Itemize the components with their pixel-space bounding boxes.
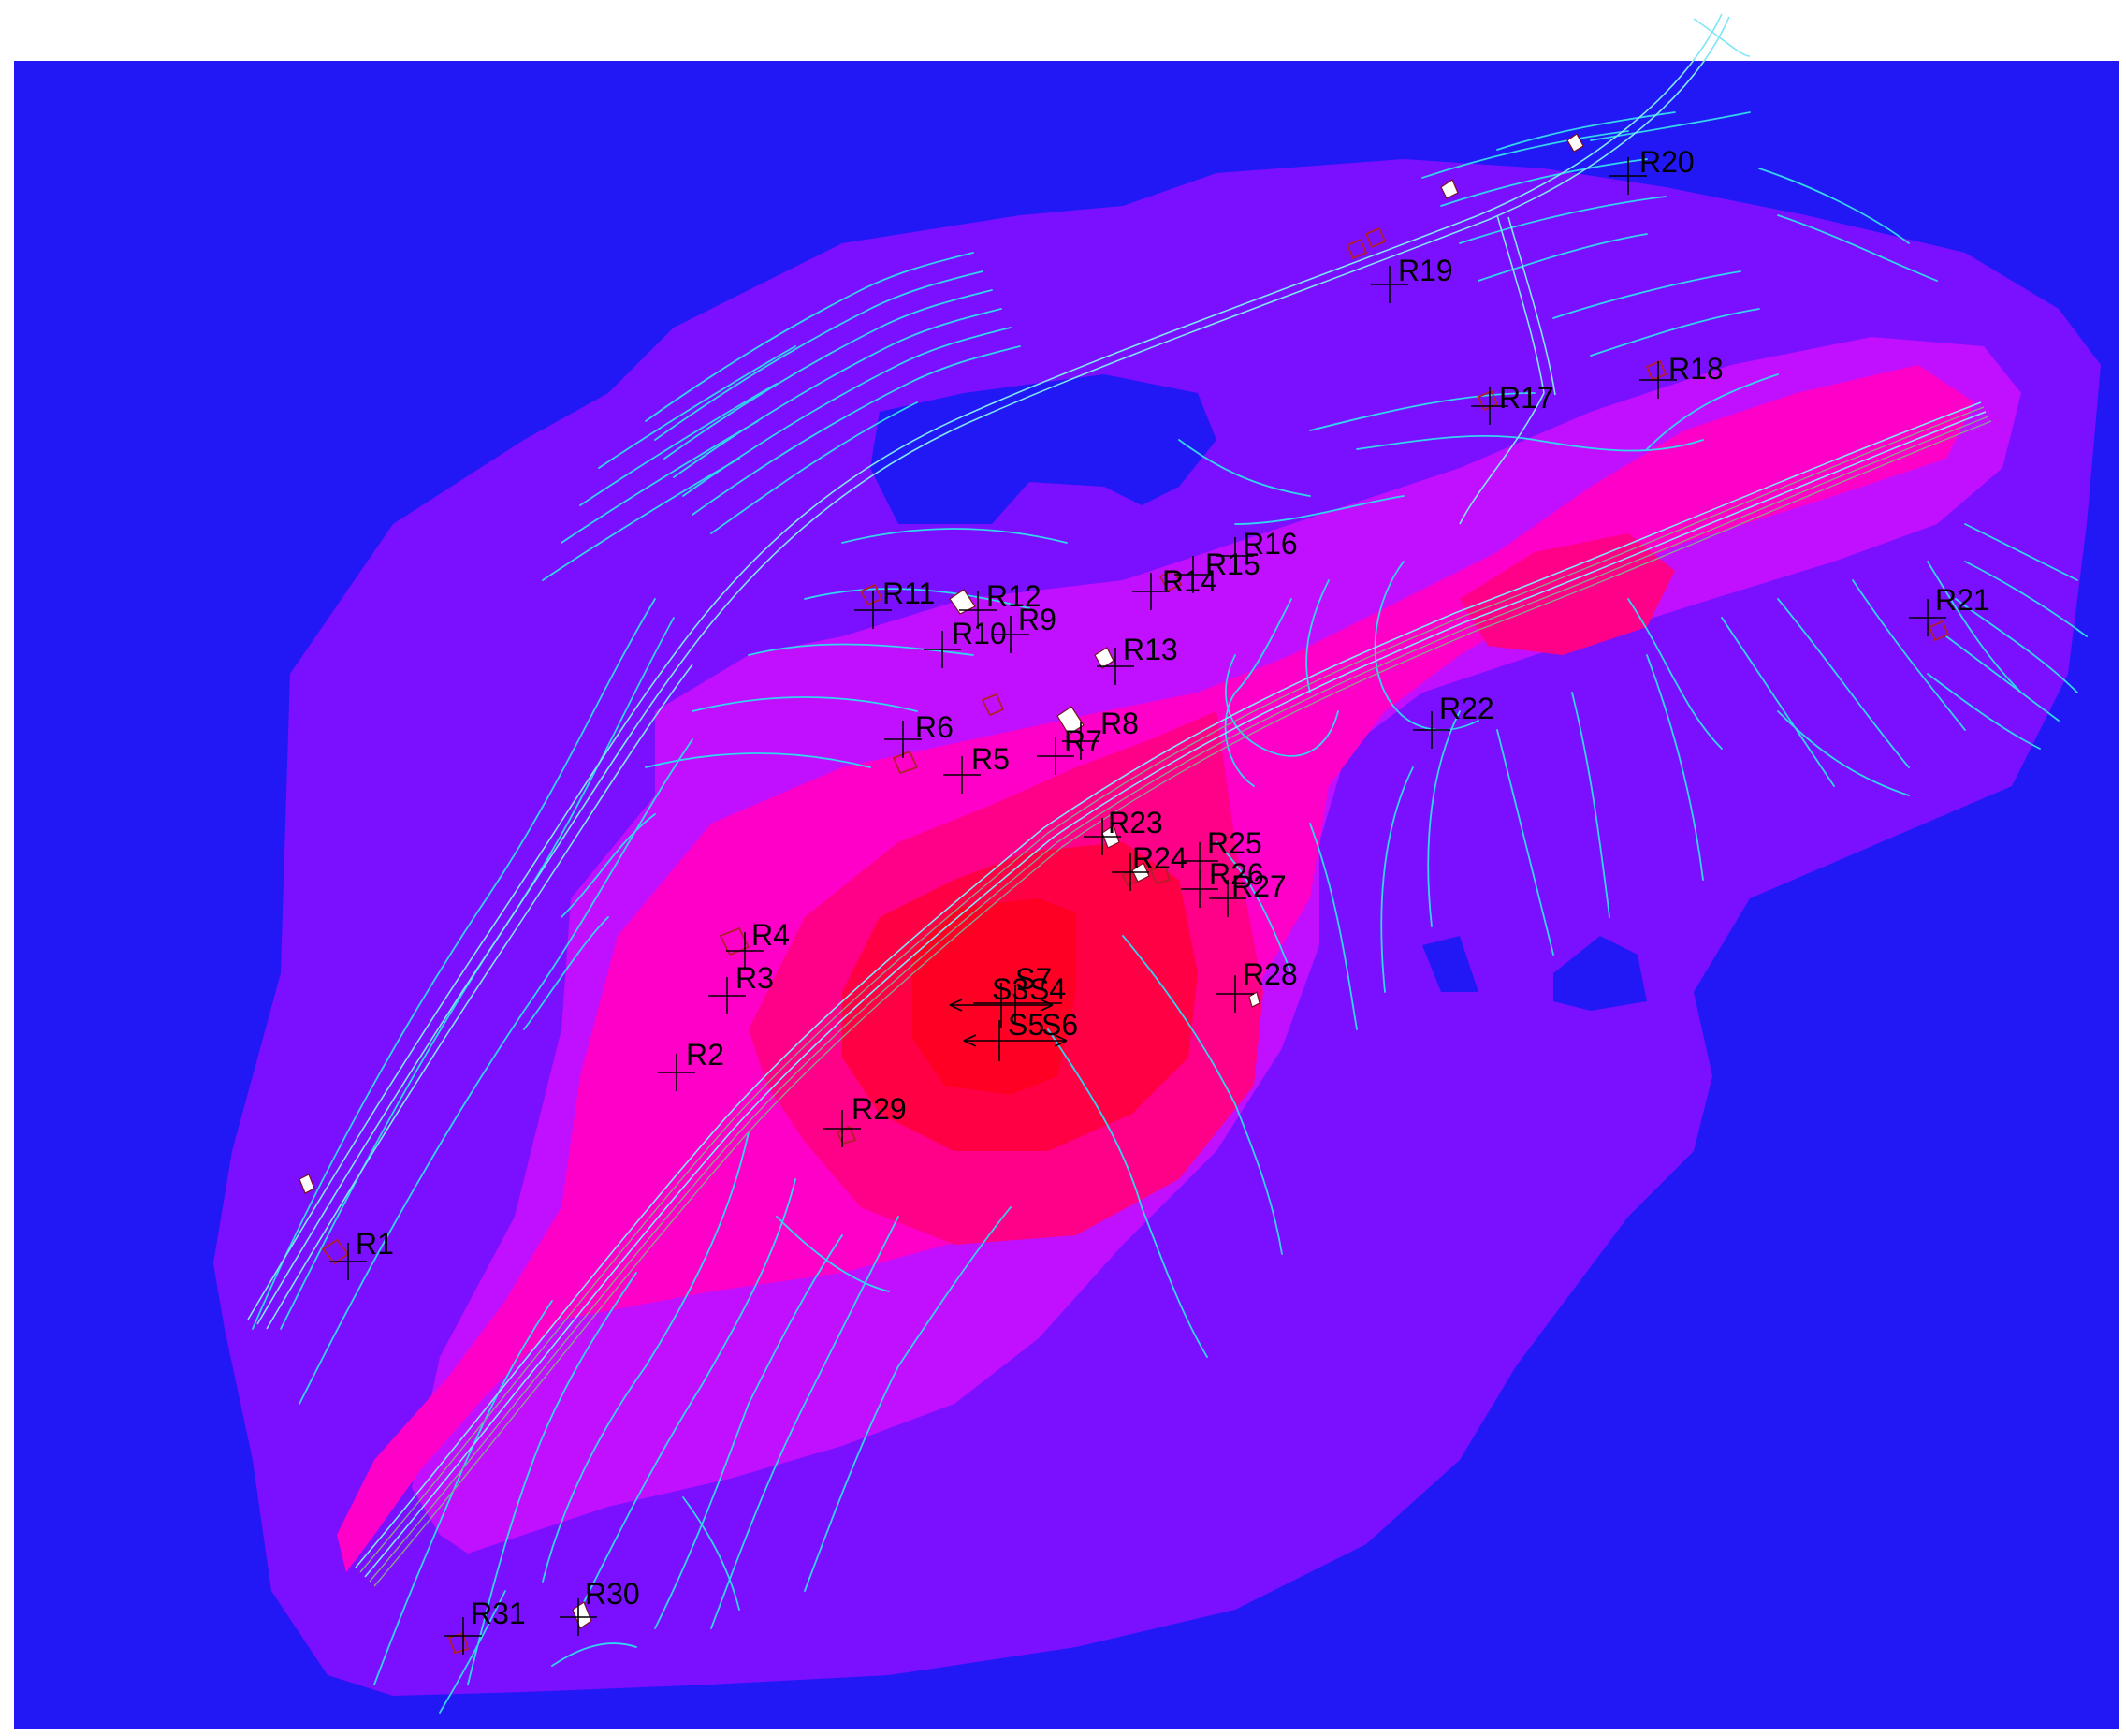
receptor-R29: R29 [823,1092,907,1147]
receptor-label: R4 [751,918,790,952]
receptor-R2: R2 [658,1038,724,1091]
terrain-contours [252,111,2088,1714]
receptor-R19: R19 [1371,254,1453,303]
receptor-R28: R28 [1216,957,1298,1013]
source-S4: S4 [1029,972,1066,1006]
receptor-label: R11 [882,576,935,610]
receptor-R9: R9 [992,603,1056,653]
receptor-label: R21 [1935,583,1990,617]
receptor-R20: R20 [1609,145,1695,195]
receptor-label: R28 [1243,957,1298,991]
receptor-label: R10 [952,617,1007,650]
receptor-label: R26 [1209,857,1264,891]
receptor-label: R9 [1018,603,1056,636]
road-corridor [247,13,1751,1330]
source-S6: S6 [1041,1008,1078,1042]
source-S7: S7 [1015,962,1052,996]
receptor-R30: R30 [560,1577,640,1636]
source-S3: S3 [992,972,1028,1006]
receptor-label: R23 [1108,806,1163,839]
receptor-label: R8 [1100,707,1139,740]
receptor-R15: R15 [1174,547,1260,593]
source-label: S3 [992,972,1028,1006]
receptor-R8: R8 [1062,707,1139,760]
sources: S3 S4 S5 S6 S7 [949,962,1078,1061]
receptor-label: R17 [1499,381,1554,415]
receptor-label: R3 [735,961,774,995]
receptor-label: R25 [1207,826,1262,860]
receptor-label: R6 [915,710,954,744]
receptor-R4: R4 [726,918,790,970]
receptor-label: R29 [852,1092,907,1126]
receptor-label: R18 [1668,352,1724,386]
source-label: S5 [1008,1008,1044,1042]
receptor-R31: R31 [444,1597,526,1655]
receptor-R3: R3 [708,961,774,1014]
receptor-R24: R24 [1112,841,1187,891]
receptor-R26: R26 [1181,857,1264,908]
receptor-R12: R12 [959,579,1041,629]
receptor-R11: R11 [854,576,935,629]
source-S5: S5 [1008,1008,1044,1042]
receptor-label: R12 [986,579,1041,613]
receptor-label: R22 [1439,692,1494,725]
receptor-R25: R25 [1181,826,1262,880]
low-pocket-2 [1553,936,1647,1011]
receptors: R1 R2 R3 R4 R5 R6 R7 R8 R9 R10 R11 R12 R… [329,145,1990,1655]
receptor-label: R15 [1205,547,1260,581]
receptor-label: R24 [1132,841,1187,875]
receptor-R1: R1 [329,1227,394,1280]
hillside-contours [542,252,1021,581]
receptor-label: R2 [686,1038,724,1072]
receptor-R10: R10 [924,617,1007,668]
source-label: S7 [1015,962,1052,996]
receptor-R21: R21 [1909,583,1990,636]
rail-corridor [355,401,1992,1587]
receptor-label: R31 [471,1597,526,1630]
band-6 [912,898,1076,1095]
receptor-R16: R16 [1216,527,1298,575]
receptor-label: R16 [1243,527,1298,561]
receptor-R5: R5 [943,742,1010,794]
receptor-R23: R23 [1084,806,1163,855]
source-label: S4 [1029,972,1066,1006]
receptor-label: R5 [971,742,1010,776]
receptor-label: R1 [356,1227,394,1261]
receptor-R27: R27 [1209,869,1287,917]
low-pocket-3 [1422,936,1478,992]
receptor-R14: R14 [1132,564,1217,610]
receptor-R22: R22 [1413,692,1494,749]
receptor-R18: R18 [1639,352,1724,399]
receptor-label: R30 [585,1577,640,1611]
receptor-label: R27 [1231,869,1287,903]
receptor-label: R20 [1639,145,1695,179]
receptor-R13: R13 [1097,633,1178,685]
receptor-label: R19 [1398,254,1453,287]
low-pocket-1 [870,374,1216,524]
receptor-R17: R17 [1471,381,1554,425]
receptor-R6: R6 [884,710,954,758]
receptor-label: R13 [1123,633,1178,666]
source-label: S6 [1041,1008,1078,1042]
receptor-label: R14 [1162,564,1217,598]
